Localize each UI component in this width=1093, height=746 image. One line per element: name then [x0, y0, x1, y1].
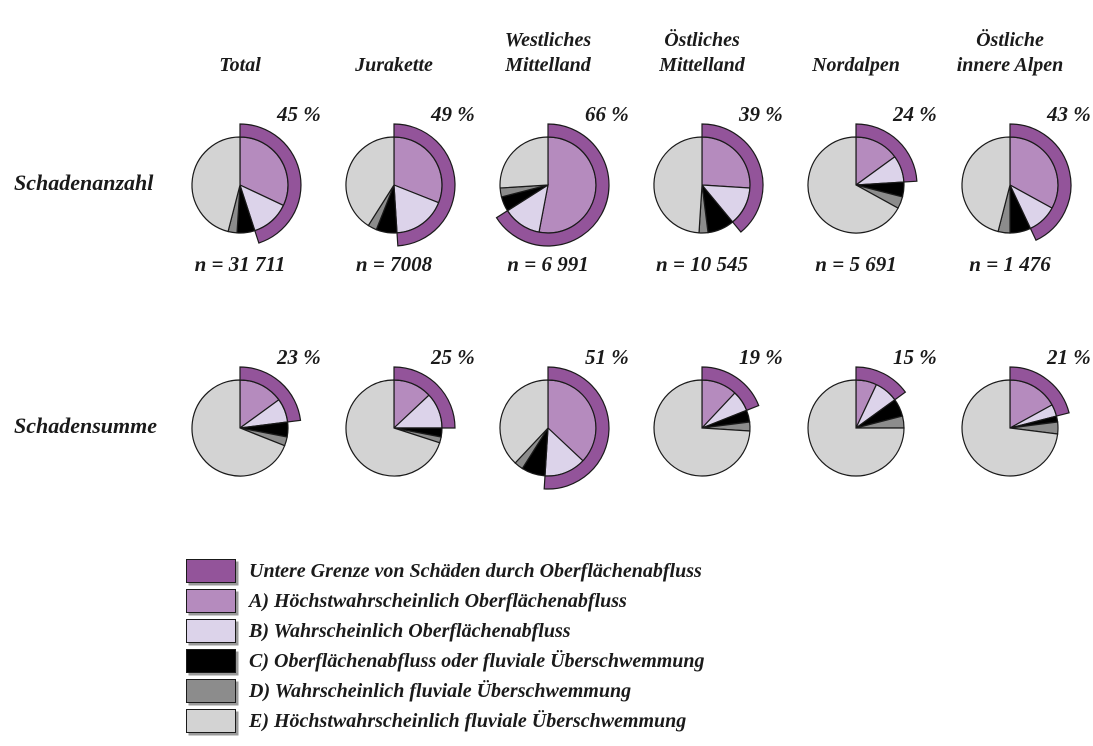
pie-chart-svg	[961, 366, 1070, 477]
pie-cell-Schadensumme-1: 25 %	[317, 343, 475, 533]
pie-chart-svg	[345, 123, 456, 247]
n-label: n = 7008	[355, 252, 433, 276]
pie-cell-Schadenanzahl-2: 66 % n = 6 991	[471, 100, 629, 290]
n-label: n = 6 991	[507, 252, 589, 276]
pie-cell-Schadenanzahl-5: 43 % n = 1 476	[933, 100, 1091, 290]
pie-segment-E	[807, 136, 899, 234]
legend-item-arc: Untere Grenze von Schäden durch Oberfläc…	[186, 556, 705, 586]
pie-cell-Schadenanzahl-1: 49 % n = 7008	[317, 100, 475, 290]
outer-arc-lower-bound	[855, 366, 907, 401]
percent-label: 66 %	[585, 102, 629, 126]
pie-segment-E	[653, 136, 703, 234]
legend-item-A: A) Höchstwahrscheinlich Oberflächenabflu…	[186, 586, 705, 616]
pie-segment-E	[807, 379, 905, 477]
legend-swatch-D	[186, 679, 236, 703]
pie-segment-E	[499, 136, 549, 189]
pie-segment-E	[961, 136, 1011, 233]
pie-cell-Schadenanzahl-3: 39 % n = 10 545	[625, 100, 783, 290]
percent-label: 51 %	[585, 345, 629, 369]
outer-arc-lower-bound	[543, 366, 610, 490]
pie-segment-E	[653, 379, 751, 477]
pie-chart-svg	[499, 366, 610, 490]
legend-item-C: C) Oberflächenabfluss oder fluviale Über…	[186, 646, 705, 676]
legend-label-A: A) Höchstwahrscheinlich Oberflächenabflu…	[249, 589, 627, 612]
pie-chart-svg	[807, 123, 918, 234]
legend-label-arc: Untere Grenze von Schäden durch Oberfläc…	[249, 559, 702, 582]
column-header-4: Nordalpen	[812, 54, 900, 76]
percent-label: 23 %	[277, 345, 321, 369]
outer-arc-lower-bound	[1009, 123, 1072, 241]
n-label: n = 31 711	[194, 252, 286, 276]
row-label-0: Schadenanzahl	[14, 170, 154, 195]
pie-chart-svg	[807, 366, 907, 477]
percent-label: 39 %	[739, 102, 783, 126]
legend-swatch-C	[186, 649, 236, 673]
pie-cell-Schadensumme-5: 21 %	[933, 343, 1091, 533]
legend-item-B: B) Wahrscheinlich Oberflächenabfluss	[186, 616, 705, 646]
column-header-3: Östliches Mittelland	[659, 29, 745, 76]
pie-cell-Schadensumme-4: 15 %	[779, 343, 937, 533]
percent-label: 19 %	[739, 345, 783, 369]
legend-label-B: B) Wahrscheinlich Oberflächenabfluss	[249, 619, 571, 642]
legend-swatch-B	[186, 619, 236, 643]
row-label-1: Schadensumme	[14, 413, 158, 438]
pie-segment-E	[191, 136, 241, 233]
legend: Untere Grenze von Schäden durch Oberfläc…	[186, 556, 705, 736]
percent-label: 25 %	[431, 345, 475, 369]
column-header-0: Total	[219, 54, 261, 76]
n-label: n = 5 691	[815, 252, 897, 276]
outer-arc-lower-bound	[239, 366, 302, 423]
pie-cell-Schadenanzahl-4: 24 % n = 5 691	[779, 100, 937, 290]
legend-swatch-arc	[186, 559, 236, 583]
percent-label: 49 %	[431, 102, 475, 126]
pie-cell-Schadensumme-2: 51 %	[471, 343, 629, 533]
column-header-5: Östliche innere Alpen	[956, 29, 1064, 76]
percent-label: 15 %	[893, 345, 937, 369]
pie-chart-svg	[653, 123, 764, 234]
pie-cell-Schadensumme-3: 19 %	[625, 343, 783, 533]
legend-swatch-E	[186, 709, 236, 733]
pie-chart-svg	[191, 366, 302, 477]
outer-arc-lower-bound	[393, 123, 456, 247]
pie-chart-svg	[653, 366, 760, 477]
outer-arc-lower-bound	[855, 123, 918, 183]
percent-label: 24 %	[893, 102, 937, 126]
legend-label-D: D) Wahrscheinlich fluviale Überschwemmun…	[249, 679, 632, 702]
pie-cell-Schadenanzahl-0: 45 % n = 31 711	[163, 100, 321, 290]
percent-label: 43 %	[1047, 102, 1091, 126]
outer-arc-lower-bound	[495, 123, 610, 247]
legend-swatch-A	[186, 589, 236, 613]
pie-segment-E	[345, 136, 395, 227]
outer-arc-lower-bound	[393, 366, 456, 429]
pie-segment-E	[345, 379, 441, 477]
outer-arc-lower-bound	[239, 123, 302, 244]
column-header-2: Westliches Mittelland	[504, 29, 592, 76]
pie-segment-E	[191, 379, 286, 477]
outer-arc-lower-bound	[701, 123, 764, 233]
outer-arc-lower-bound	[701, 366, 760, 412]
legend-label-E: E) Höchstwahrscheinlich fluviale Übersch…	[249, 709, 687, 732]
legend-item-E: E) Höchstwahrscheinlich fluviale Übersch…	[186, 706, 705, 736]
pie-segment-E	[499, 379, 549, 464]
n-label: n = 1 476	[969, 252, 1051, 276]
outer-arc-lower-bound	[1009, 366, 1070, 417]
pie-chart-svg	[495, 123, 610, 247]
n-label: n = 10 545	[656, 252, 748, 276]
column-header-1: Jurakette	[355, 54, 433, 76]
pie-chart-svg	[345, 366, 456, 477]
percent-label: 21 %	[1047, 345, 1091, 369]
legend-item-D: D) Wahrscheinlich fluviale Überschwemmun…	[186, 676, 705, 706]
legend-label-C: C) Oberflächenabfluss oder fluviale Über…	[249, 649, 705, 672]
percent-label: 45 %	[277, 102, 321, 126]
pie-cell-Schadensumme-0: 23 %	[163, 343, 321, 533]
pie-chart-svg	[961, 123, 1072, 241]
pie-chart-svg	[191, 123, 302, 244]
pie-segment-E	[961, 379, 1059, 477]
